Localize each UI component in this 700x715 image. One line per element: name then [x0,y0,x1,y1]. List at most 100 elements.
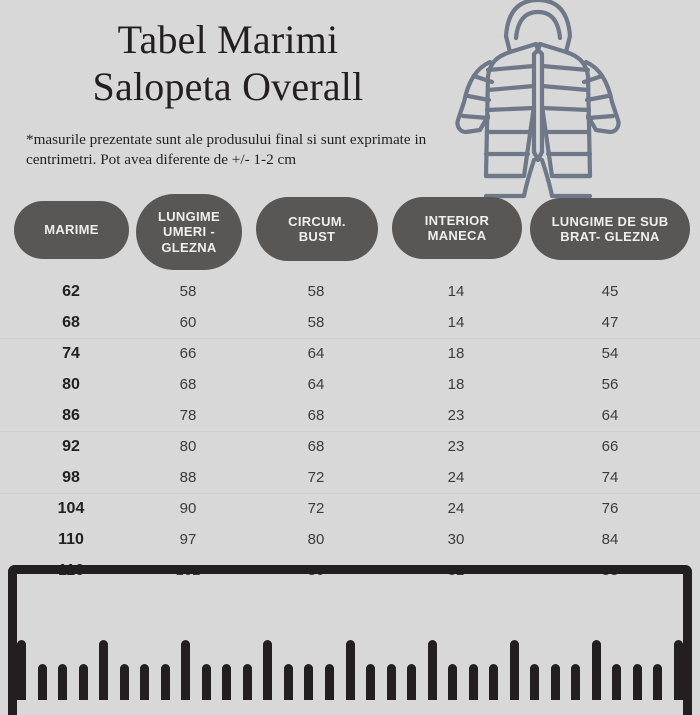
cell-circum-bust: 72 [307,500,325,517]
ruler-tick-short [160,664,170,700]
ruler-tick-tall [591,640,601,700]
cell-circum-bust: 68 [307,407,325,424]
cell-lungime-sub-brat: 47 [601,314,619,331]
table-row-highlighted: 110 97 80 30 84 [0,524,700,555]
table-row: 92 80 68 23 66 [0,431,700,462]
cell-interior-maneca: 18 [447,376,465,393]
cell-interior-maneca: 14 [447,314,465,331]
table-row: 104 90 72 24 76 [0,493,700,524]
ruler-tick-short [366,664,376,700]
ruler-tick-tall [99,640,109,700]
cell-lungime-umeri: 97 [179,531,197,548]
table-row: 80 68 64 18 56 [0,369,700,400]
ruler-tick-short [222,664,232,700]
ruler-tick-tall [181,640,191,700]
ruler-tick-short [612,664,622,700]
table-row: 98 88 72 24 74 [0,462,700,493]
cell-lungime-sub-brat: 54 [601,345,619,362]
cell-circum-bust: 68 [307,438,325,455]
ruler-tick-short [386,664,396,700]
ruler-tick-short [407,664,417,700]
cell-size: 92 [62,438,80,455]
cell-interior-maneca: 23 [447,407,465,424]
cell-size: 116 [58,562,84,579]
table-header-row: MARIME LUNGIME UMERI - GLEZNA CIRCUM. BU… [0,192,700,270]
ruler-tick-short [201,664,211,700]
cell-size: 74 [62,345,80,362]
page-subtitle: *masurile prezentate sunt ale produsului… [26,131,427,168]
cell-size: 68 [62,314,80,331]
cell-circum-bust: 58 [307,283,325,300]
cell-lungime-umeri: 58 [179,283,197,300]
table-row: 62 58 58 14 45 [0,276,700,307]
cell-lungime-umeri: 88 [179,469,197,486]
cell-circum-bust: 80 [307,562,325,579]
cell-lungime-umeri: 80 [179,438,197,455]
cell-interior-maneca: 14 [447,283,465,300]
cell-lungime-umeri: 102 [175,562,201,579]
ruler-tick-short [324,664,334,700]
ruler-tick-short [550,664,560,700]
cell-lungime-sub-brat: 76 [601,500,619,517]
table-row: 86 78 68 23 64 [0,400,700,431]
cell-lungime-umeri: 78 [179,407,197,424]
cell-interior-maneca: 30 [447,531,465,548]
cell-lungime-umeri: 90 [179,500,197,517]
cell-lungime-umeri: 66 [179,345,197,362]
ruler-tick-short [78,664,88,700]
cell-circum-bust: 58 [307,314,325,331]
ruler-tick-short [530,664,540,700]
cell-size: 80 [62,376,80,393]
title-block: Tabel Marimi Salopeta Overall *masurile … [0,16,448,170]
ruler-tick-short [448,664,458,700]
table-body: 62 58 58 14 45 68 60 58 14 47 74 66 64 1… [0,276,700,586]
cell-size: 110 [58,531,84,548]
cell-circum-bust: 64 [307,376,325,393]
ruler-tick-tall [263,640,273,700]
cell-size: 86 [62,407,80,424]
cell-interior-maneca: 24 [447,500,465,517]
ruler-tick-tall [509,640,519,700]
ruler-tick-short [632,664,642,700]
cell-interior-maneca: 24 [447,469,465,486]
ruler-tick-tall [674,640,683,700]
ruler-tick-short [468,664,478,700]
table-row-highlighted: 116 102 80 32 88 [0,555,700,586]
column-header-circum-bust: CIRCUM. BUST [256,197,378,261]
ruler-tick-short [489,664,499,700]
ruler-tick-short [304,664,314,700]
cell-lungime-sub-brat: 45 [601,283,619,300]
cell-interior-maneca: 32 [447,562,465,579]
ruler-tick-tall [345,640,355,700]
ruler-tick-short [140,664,150,700]
ruler-tick-tall [427,640,437,700]
cell-interior-maneca: 23 [447,438,465,455]
table-row: 74 66 64 18 54 [0,338,700,369]
ruler-tick-tall [17,640,26,700]
cell-circum-bust: 80 [307,531,325,548]
column-header-lungime-umeri-glezna: LUNGIME UMERI - GLEZNA [136,194,242,270]
ruler-tick-short [283,664,293,700]
cell-interior-maneca: 18 [447,345,465,362]
column-header-marime: MARIME [14,201,129,259]
cell-size: 98 [62,469,80,486]
cell-circum-bust: 72 [307,469,325,486]
page-title-line1: Tabel Marimi [117,17,339,62]
column-header-lungime-sub-brat-glezna: LUNGIME DE SUB BRAT- GLEZNA [530,198,690,260]
ruler-tick-short [653,664,663,700]
cell-lungime-umeri: 60 [179,314,197,331]
ruler-tick-short [37,664,47,700]
cell-lungime-sub-brat: 56 [601,376,619,393]
column-header-interior-maneca: INTERIOR MANECA [392,197,522,259]
cell-lungime-sub-brat: 74 [601,469,619,486]
cell-lungime-sub-brat: 66 [601,438,619,455]
cell-size: 104 [57,500,85,517]
cell-lungime-umeri: 68 [179,376,197,393]
ruler-ticks [17,628,683,700]
snowsuit-overall-illustration [448,0,628,211]
ruler-tick-short [242,664,252,700]
ruler-tick-short [58,664,68,700]
cell-lungime-sub-brat: 88 [601,562,619,579]
page-title-line2: Salopeta Overall [92,64,364,109]
